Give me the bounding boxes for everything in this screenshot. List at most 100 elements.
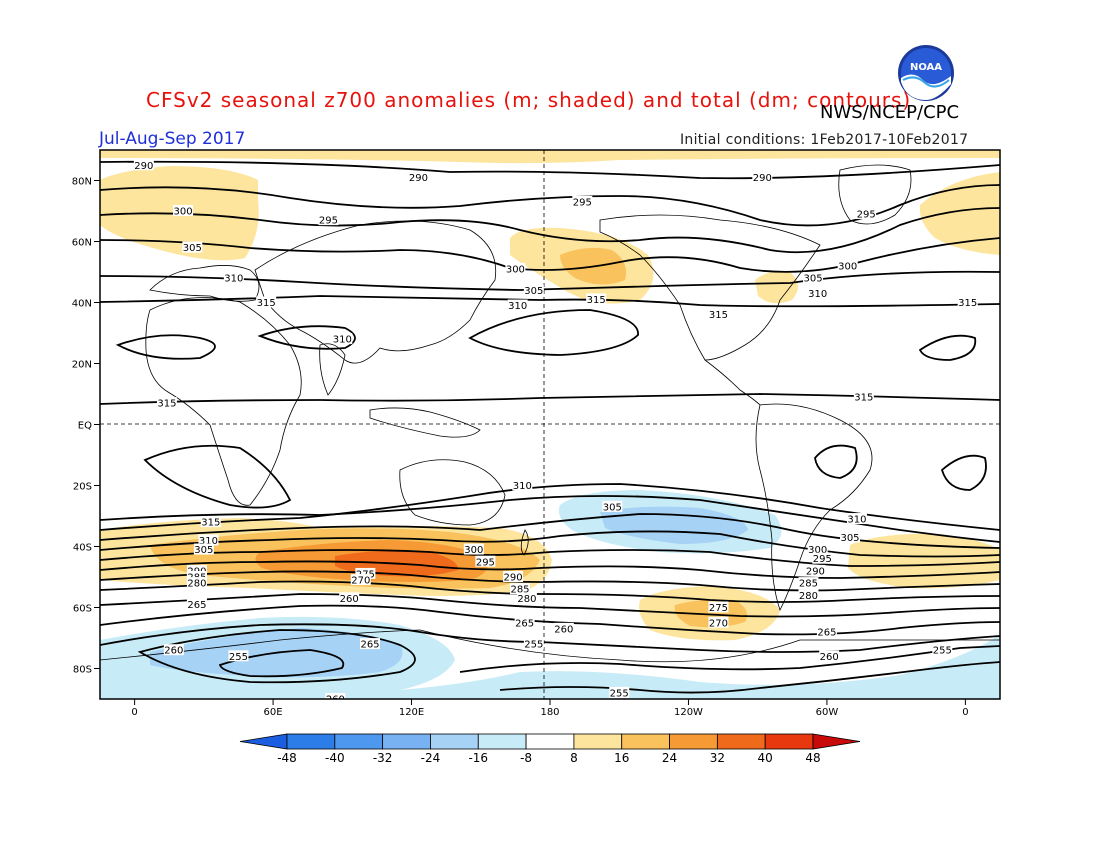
colorbar-box [286, 733, 336, 750]
height-contours [100, 160, 1000, 694]
contour-label-bg [602, 500, 623, 512]
contour-label: 305 [603, 502, 622, 513]
anomaly-negative-south-pacific-core [600, 506, 748, 544]
contour-label-bg [355, 567, 376, 579]
contour-label: 295 [476, 557, 495, 568]
contour-label-bg [816, 625, 837, 637]
contour-label: 295 [857, 210, 876, 221]
contour-line [143, 444, 292, 509]
contour-label-bg [360, 638, 380, 650]
contour-label-bg [325, 693, 346, 699]
contour-label: 300 [506, 264, 525, 275]
contour-line [100, 393, 1000, 405]
colorbar-box [573, 733, 623, 750]
colorbar-label: -48 [277, 751, 297, 765]
coastline-africa [145, 297, 302, 506]
contour-label: 315 [958, 298, 977, 309]
contour-label-bg [837, 259, 858, 271]
contour-label-bg [957, 296, 978, 308]
contour-label-bg [510, 583, 530, 595]
lon-label: 0 [131, 707, 137, 718]
contour-label: 260 [554, 624, 573, 635]
contour-label-bg [803, 272, 824, 284]
contour-label-bg [553, 622, 574, 634]
contour-label-bg [475, 555, 496, 567]
contour-line [814, 444, 858, 479]
contour-label: 265 [515, 618, 534, 629]
contour-label: 290 [409, 173, 428, 184]
lat-label: 80S [73, 665, 92, 676]
contour-label: 270 [351, 576, 370, 587]
contour-label: 305 [183, 243, 202, 254]
contour-label: 315 [854, 393, 873, 404]
colorbar-box [669, 733, 718, 750]
colorbar-box [621, 733, 670, 750]
contour-label-bg [163, 644, 184, 656]
colorbar-label: 48 [805, 751, 820, 765]
contour-label-bg [223, 272, 244, 284]
initial-conditions: Initial conditions: 1Feb2017-10Feb2017 [680, 132, 969, 148]
contour-label: 255 [933, 646, 952, 657]
anomaly-positive-south-pacific-core [674, 599, 748, 628]
contour-line [468, 309, 639, 356]
contour-label: 265 [360, 640, 379, 651]
coastline-indonesia [369, 407, 481, 438]
contour-label: 310 [808, 289, 827, 300]
contour-label: 300 [838, 261, 857, 272]
contour-label: 295 [813, 554, 832, 565]
contour-label: 270 [709, 618, 728, 629]
contour-label: 280 [517, 594, 536, 605]
coastline-north-america [599, 214, 821, 361]
contour-label-bg [256, 296, 277, 308]
colorbar-label: 40 [758, 751, 773, 765]
lon-label: 180 [540, 707, 559, 718]
contour-label: 310 [847, 515, 866, 526]
contour-label-bg [752, 171, 773, 183]
lat-label: 20S [73, 482, 92, 493]
contour-label-bg [516, 592, 537, 604]
contour-label-bg [708, 616, 729, 628]
coastline-greenland [838, 164, 912, 225]
colorbar-label: -32 [373, 751, 393, 765]
contour-label: 290 [504, 573, 523, 584]
contour-line [100, 513, 1000, 549]
contour-label: 310 [333, 335, 352, 346]
contour-label: 260 [326, 695, 345, 706]
coastline-asia [254, 220, 497, 364]
contour-label-bg [186, 577, 207, 589]
contour-label: 300 [808, 545, 827, 556]
colorbar-box [477, 733, 527, 750]
contour-label: 290 [134, 161, 153, 172]
contour-label: 275 [709, 603, 728, 614]
contour-label-bg [856, 208, 877, 220]
contour-label: 265 [187, 600, 206, 611]
contour-label-bg [182, 241, 203, 253]
contour-label-bg [332, 333, 353, 345]
contour-label: 255 [610, 688, 629, 699]
colorbar-label: 32 [710, 751, 725, 765]
contour-line [257, 325, 356, 350]
contour-label: 315 [201, 518, 220, 529]
contour-line [499, 661, 1000, 694]
contour-label: 305 [840, 533, 859, 544]
lat-label: 40N [72, 299, 92, 310]
lon-label: 0 [962, 707, 968, 718]
lon-label: 60W [816, 707, 839, 718]
contour-label-bg [173, 205, 194, 216]
contour-label-bg [503, 571, 524, 582]
agency-label: NWS/NCEP/CPC [820, 102, 960, 123]
contour-label-bg [193, 543, 214, 555]
coastlines [100, 164, 1000, 663]
colorbar-box [525, 733, 575, 750]
contour-label: 295 [573, 197, 592, 208]
contour-label-bg [798, 577, 819, 589]
contour-label-bg [156, 397, 177, 409]
contour-label-bg [463, 543, 484, 555]
colorbar-box [334, 733, 384, 750]
contour-label: 295 [319, 216, 338, 227]
lat-label: EQ [78, 421, 92, 432]
contour-line [100, 580, 1000, 603]
contour-label-bg [186, 598, 207, 610]
contour-label: 280 [799, 591, 818, 602]
